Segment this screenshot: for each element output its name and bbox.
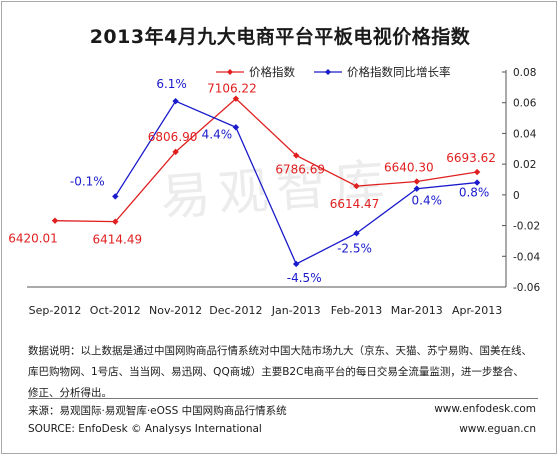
right-y-tick-label: -0.02 bbox=[513, 221, 540, 233]
yoy-growth-data-label: -2.5% bbox=[337, 241, 372, 255]
divider bbox=[28, 398, 538, 399]
price-index-data-label: 6640.30 bbox=[384, 161, 434, 175]
source-en: SOURCE: EnfoDesk © Analysys Internationa… bbox=[28, 423, 262, 435]
legend-marker-price-index bbox=[227, 69, 233, 75]
price-index-data-label: 7106.22 bbox=[207, 82, 257, 96]
right-y-tick-label: 0.08 bbox=[513, 67, 536, 79]
yoy-growth-point bbox=[353, 230, 360, 237]
price-index-point bbox=[51, 217, 59, 224]
x-tick-label: Feb-2013 bbox=[331, 304, 382, 317]
yoy-growth-point bbox=[172, 97, 179, 105]
yoy-growth-data-label: 0.8% bbox=[459, 186, 490, 200]
yoy-growth-data-label: -0.1% bbox=[70, 174, 105, 188]
price-index-point bbox=[112, 218, 119, 225]
price-index-point bbox=[473, 168, 481, 176]
chart-title: 2013年4月九大电商平台平板电视价格指数 bbox=[89, 26, 471, 48]
right-y-tick-label: 0.02 bbox=[513, 159, 536, 171]
x-tick-label: Dec-2012 bbox=[209, 304, 262, 317]
x-tick-label: Sep-2012 bbox=[29, 304, 82, 317]
yoy-growth-data-label: 0.4% bbox=[412, 194, 443, 208]
legend-label-yoy-growth: 价格指数同比增长率 bbox=[347, 65, 451, 79]
price-index-point bbox=[172, 148, 179, 156]
price-index-point bbox=[353, 182, 360, 190]
right-y-tick-label: -0.06 bbox=[513, 282, 540, 294]
x-tick-label: Jan-2013 bbox=[271, 304, 321, 317]
price-index-point bbox=[232, 95, 240, 102]
series-line-price-index bbox=[54, 97, 478, 223]
price-index-data-label: 6614.47 bbox=[330, 197, 380, 211]
series-line-yoy-growth bbox=[114, 100, 478, 265]
price-index-point bbox=[293, 152, 300, 159]
right-y-tick-label: -0.04 bbox=[513, 251, 540, 263]
x-tick-label: Nov-2012 bbox=[149, 304, 202, 317]
right-y-tick-label: 0 bbox=[513, 190, 520, 202]
price-index-data-label: 6693.62 bbox=[446, 151, 496, 165]
yoy-growth-point bbox=[473, 179, 481, 186]
yoy-growth-data-label: 4.4% bbox=[202, 127, 233, 141]
x-tick-label: Mar-2013 bbox=[391, 304, 443, 317]
chart-plot: 0.08 0.06 0.04 0.02 0 -0.02 -0.04 -0.06 Sep-2012… bbox=[8, 65, 540, 317]
yoy-growth-data-label: 6.1% bbox=[156, 77, 187, 91]
x-tick-label: Oct-2012 bbox=[90, 304, 141, 317]
yoy-growth-point bbox=[293, 260, 300, 268]
yoy-growth-point bbox=[112, 193, 119, 200]
data-description: 数据说明：以上数据是通过中国网购商品行情系统对中国大陆市场九大（京东、天猫、苏宁… bbox=[28, 345, 532, 399]
price-index-data-label: 6420.01 bbox=[8, 232, 58, 246]
legend-label-price-index: 价格指数 bbox=[249, 65, 295, 79]
source-cn: 来源：易观国际·易观智库·eOSS 中国网购商品行情系统 bbox=[28, 405, 287, 417]
yoy-growth-data-label: -4.5% bbox=[287, 271, 322, 285]
yoy-growth-point bbox=[413, 185, 420, 192]
x-tick-label: Apr-2013 bbox=[452, 304, 502, 317]
source-url-eguan[interactable]: www.eguan.cn bbox=[459, 423, 536, 435]
legend-marker-yoy-growth bbox=[325, 69, 331, 75]
right-y-tick-label: 0.04 bbox=[513, 128, 537, 140]
price-index-data-label: 6414.49 bbox=[92, 233, 142, 247]
source-url-enfodesk[interactable]: www.enfodesk.com bbox=[434, 403, 536, 415]
right-y-tick-label: 0.06 bbox=[513, 98, 537, 110]
yoy-growth-point bbox=[232, 124, 240, 131]
price-index-point bbox=[413, 178, 420, 185]
price-index-data-label: 6806.90 bbox=[148, 130, 198, 144]
price-index-data-label: 6786.69 bbox=[275, 162, 325, 176]
